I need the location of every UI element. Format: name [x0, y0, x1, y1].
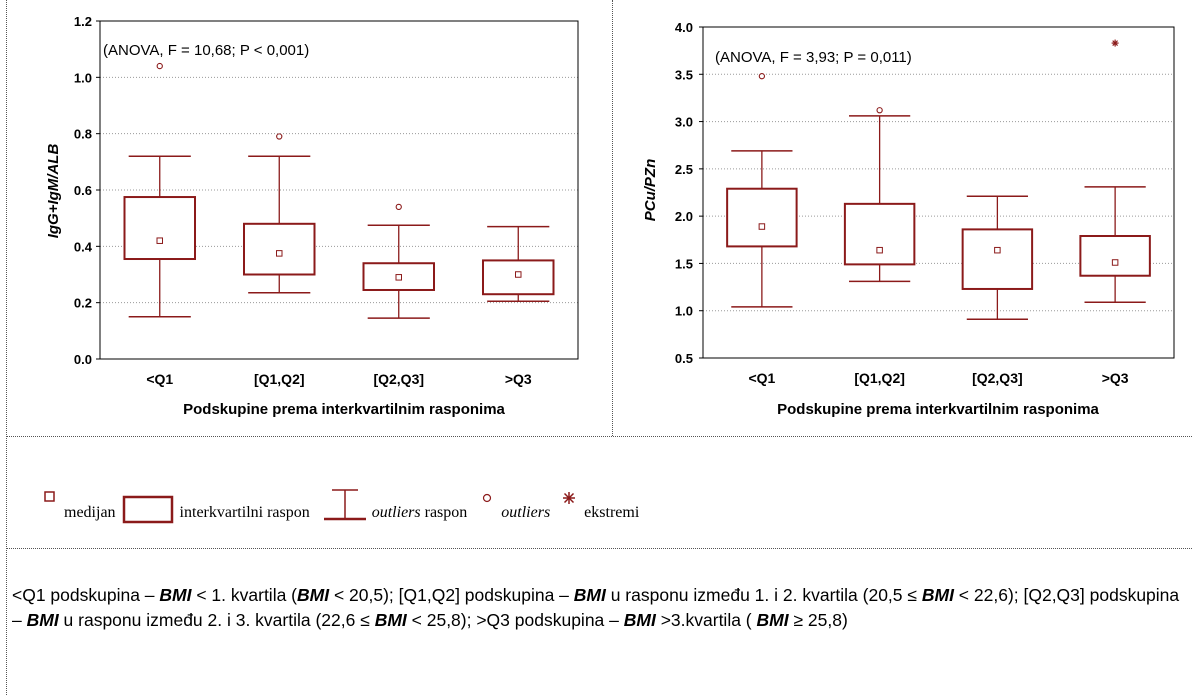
y-tick-label: 0.0: [74, 352, 92, 367]
y-tick-label: 0.4: [74, 239, 93, 254]
iqr-box: [1079, 235, 1151, 277]
whisker-icon: [323, 489, 366, 521]
x-category-label: >Q3: [505, 371, 532, 387]
x-axis-title: Podskupine prema interkvartilnim rasponi…: [183, 401, 505, 418]
x-category-label: [Q2,Q3]: [972, 370, 1023, 386]
y-tick-label: 2.5: [675, 162, 693, 177]
outlier-marker-icon: [483, 493, 492, 503]
outlier-point: [758, 73, 766, 80]
legend: medijan interkvartilni raspon outliers r…: [40, 484, 643, 524]
panel-divider-row2: [6, 548, 1192, 549]
legend-item-median: medijan: [40, 486, 116, 524]
y-axis-title: IgG+IgM/ALB: [45, 144, 62, 239]
x-category-label: <Q1: [146, 371, 173, 387]
legend-extremes-label: ekstremi: [584, 504, 640, 521]
y-tick-label: 0.8: [74, 127, 92, 142]
iqr-box: [123, 196, 197, 261]
panel-divider-left: [6, 0, 7, 695]
panel-divider-row1: [6, 436, 1192, 437]
y-tick-label: 3.0: [675, 115, 693, 130]
median-marker: [994, 246, 1001, 254]
median-marker-icon: [44, 491, 55, 502]
bmi-footnote: <Q1 podskupina – BMI < 1. kvartila (BMI …: [12, 585, 1180, 630]
iqr-box: [961, 228, 1034, 290]
y-tick-label: 3.5: [675, 67, 693, 82]
anova-annotation: (ANOVA, F = 10,68; P < 0,001): [103, 42, 309, 59]
x-category-label: [Q2,Q3]: [373, 371, 424, 387]
x-category-label: [Q1,Q2]: [254, 371, 305, 387]
iqr-box: [242, 222, 316, 276]
median-marker: [276, 250, 283, 257]
y-tick-label: 1.0: [675, 304, 693, 319]
iqr-box: [843, 202, 916, 266]
legend-outliers-label: outliers: [501, 504, 551, 521]
boxplot-igg-igm-alb: IgG+IgM/ALB Podskupine prema interkvarti…: [45, 14, 579, 418]
outlier-point: [276, 133, 283, 140]
x-axis-title: Podskupine prema interkvartilnim rasponi…: [777, 401, 1099, 418]
legend-item-range: outliers raspon: [322, 484, 468, 524]
iqr-box: [726, 187, 798, 248]
iqr-box: [362, 262, 436, 291]
median-marker: [515, 271, 522, 278]
median-marker: [395, 274, 402, 281]
boxplot-pcu-pzn: PCu/PZn Podskupine prema interkvartilnim…: [642, 20, 1175, 418]
outlier-point: [156, 62, 163, 70]
legend-range-label: outliers raspon: [371, 504, 468, 521]
outlier-point: [876, 107, 883, 114]
panel-divider-middle: [612, 0, 613, 436]
median-marker: [156, 237, 163, 244]
y-tick-label: 0.2: [74, 296, 92, 311]
median-marker: [758, 223, 766, 230]
median-marker: [1111, 259, 1119, 266]
legend-item-extremes: ekstremi: [558, 486, 639, 524]
extreme-mark-stroke: [1112, 40, 1118, 46]
box-icon: [122, 495, 173, 524]
y-tick-label: 4.0: [675, 20, 693, 35]
y-tick-label: 1.5: [675, 256, 693, 271]
legend-median-label: medijan: [64, 504, 116, 521]
y-axis-title: PCu/PZn: [642, 159, 659, 222]
legend-item-outliers: outliers: [477, 486, 550, 524]
legend-item-iqr: interkvartilni raspon: [120, 494, 310, 524]
anova-annotation: (ANOVA, F = 3,93; P = 0,011): [715, 49, 912, 66]
y-tick-label: 0.5: [675, 351, 693, 366]
y-tick-label: 1.0: [74, 70, 92, 85]
outlier-point: [395, 203, 402, 211]
x-category-label: >Q3: [1102, 370, 1129, 386]
x-category-label: <Q1: [748, 370, 775, 386]
median-marker: [876, 246, 883, 254]
extreme-marker-icon: [563, 492, 576, 504]
y-tick-label: 2.0: [675, 209, 693, 224]
y-tick-label: 1.2: [74, 14, 92, 29]
y-tick-label: 0.6: [74, 183, 92, 198]
plot-frame: [99, 20, 579, 360]
extreme-point: [1111, 39, 1119, 47]
legend-iqr-label: interkvartilni raspon: [179, 504, 310, 521]
x-category-label: [Q1,Q2]: [854, 370, 905, 386]
plot-frame: [702, 26, 1175, 359]
